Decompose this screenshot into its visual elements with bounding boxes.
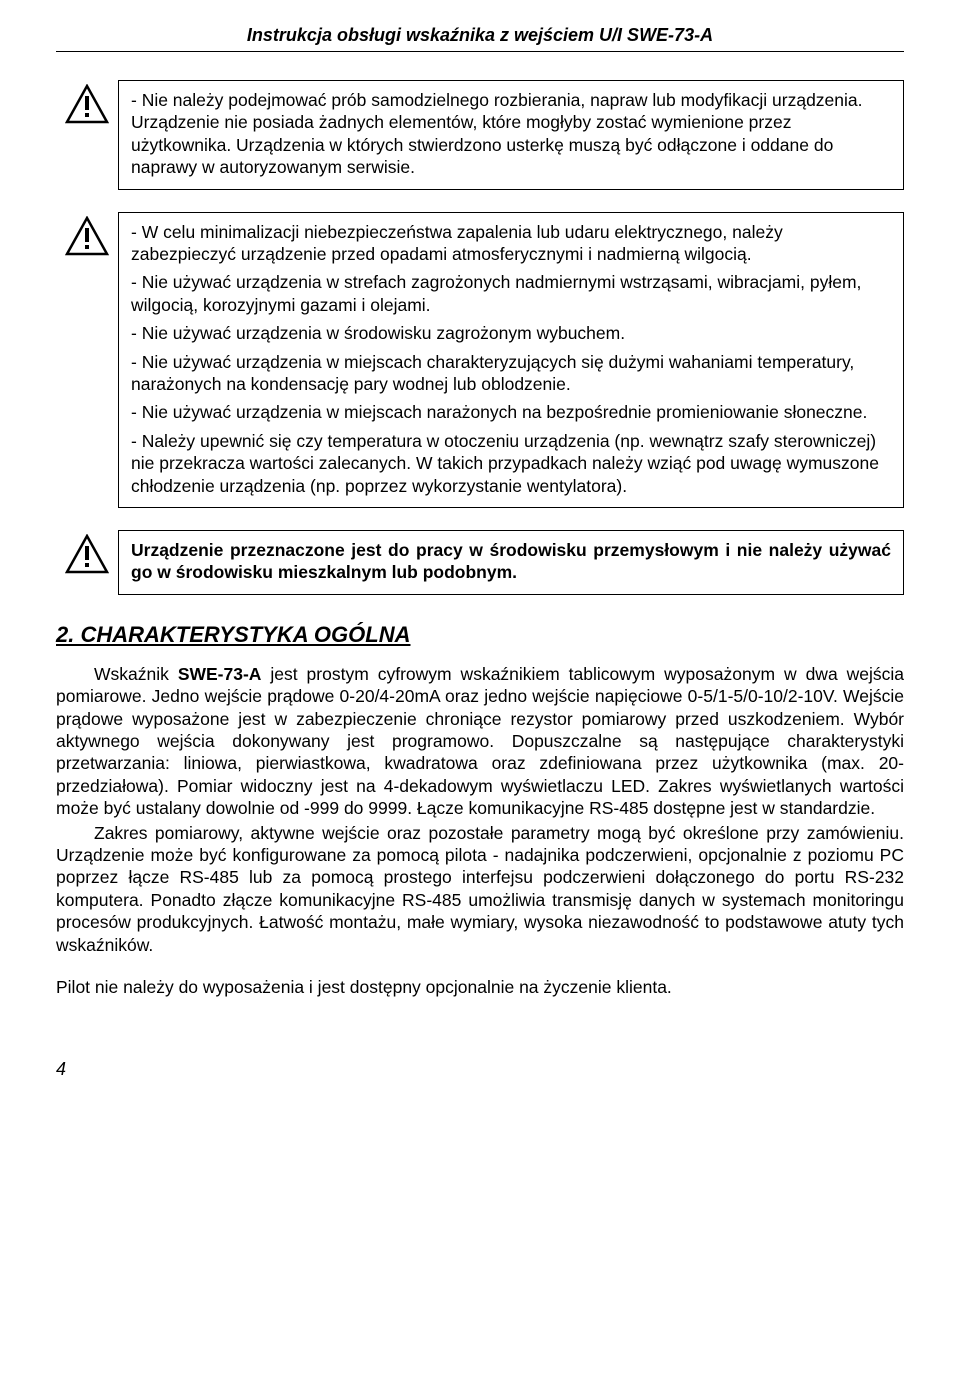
paragraph: Wskaźnik SWE-73-A jest prostym cyfrowym … [56,663,904,820]
section-title: 2. CHARAKTERYSTYKA OGÓLNA [56,621,904,649]
warning-text: - Nie używać urządzenia w miejscach nara… [131,401,891,423]
warning-box-1: - Nie należy podejmować prób samodzielne… [118,80,904,190]
text-run: jest prostym cyfrowym wskaźnikiem tablic… [56,664,904,818]
warning-box-3: Urządzenie przeznaczone jest do pracy w … [118,530,904,595]
section-body: Wskaźnik SWE-73-A jest prostym cyfrowym … [56,663,904,956]
text-run: Wskaźnik [94,664,178,684]
product-name: SWE-73-A [178,664,262,684]
warning-text: - Nie używać urządzenia w środowisku zag… [131,322,891,344]
warning-row-3: Urządzenie przeznaczone jest do pracy w … [56,530,904,595]
warning-text: Urządzenie przeznaczone jest do pracy w … [131,539,891,584]
warning-text: - Nie używać urządzenia w strefach zagro… [131,271,891,316]
page-header: Instrukcja obsługi wskaźnika z wejściem … [56,24,904,52]
paragraph: Zakres pomiarowy, aktywne wejście oraz p… [56,822,904,956]
warning-triangle-icon [56,212,118,256]
warning-text: - W celu minimalizacji niebezpieczeństwa… [131,221,891,266]
warning-box-2: - W celu minimalizacji niebezpieczeństwa… [118,212,904,508]
warning-row-1: - Nie należy podejmować prób samodzielne… [56,80,904,190]
page-number: 4 [56,1058,904,1081]
standalone-note: Pilot nie należy do wyposażenia i jest d… [56,976,904,998]
warning-text: - Należy upewnić się czy temperatura w o… [131,430,891,497]
warning-text: - Nie używać urządzenia w miejscach char… [131,351,891,396]
warning-triangle-icon [56,80,118,124]
warning-text: - Nie należy podejmować prób samodzielne… [131,89,891,179]
warning-triangle-icon [56,530,118,574]
warning-row-2: - W celu minimalizacji niebezpieczeństwa… [56,212,904,508]
